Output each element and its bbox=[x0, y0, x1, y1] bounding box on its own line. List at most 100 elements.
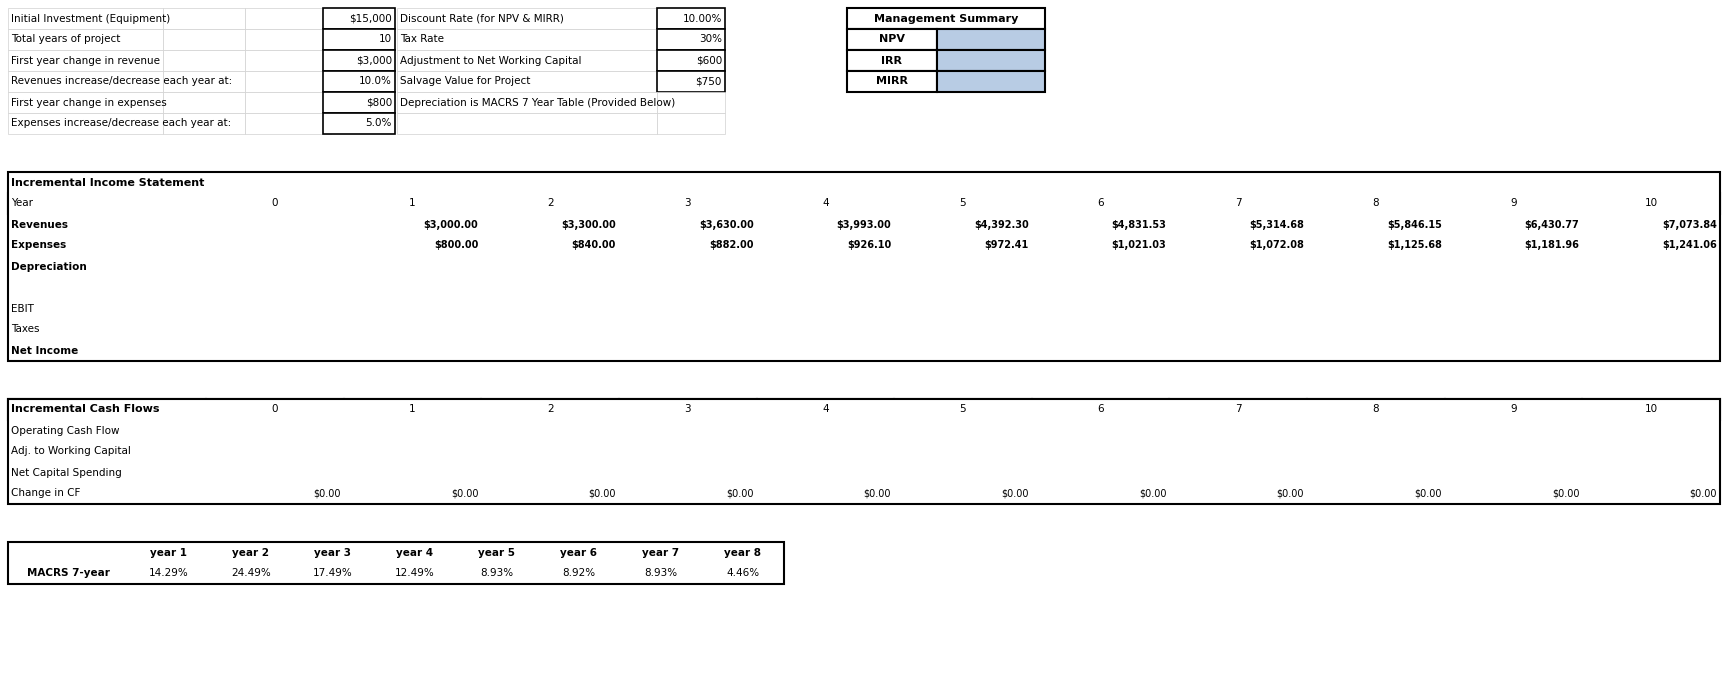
Bar bbox=[1445, 462, 1583, 483]
Text: year 7: year 7 bbox=[643, 547, 679, 558]
Bar bbox=[206, 214, 344, 235]
Bar bbox=[245, 8, 332, 29]
Bar bbox=[1170, 441, 1306, 462]
Bar bbox=[9, 399, 1719, 504]
Bar bbox=[1445, 256, 1583, 277]
Bar bbox=[206, 399, 344, 420]
Text: $6,430.77: $6,430.77 bbox=[1524, 219, 1579, 230]
Bar bbox=[1583, 298, 1719, 319]
Bar bbox=[206, 298, 344, 319]
Bar bbox=[373, 542, 456, 563]
Text: $0.00: $0.00 bbox=[1690, 489, 1718, 498]
Bar bbox=[397, 29, 657, 50]
Bar bbox=[206, 420, 344, 441]
Text: $0.00: $0.00 bbox=[589, 489, 615, 498]
Bar bbox=[1445, 441, 1583, 462]
Bar bbox=[1032, 277, 1170, 298]
Bar bbox=[397, 8, 657, 29]
Bar bbox=[344, 399, 482, 420]
Bar bbox=[937, 50, 1045, 71]
Text: 10: 10 bbox=[1645, 199, 1657, 208]
Text: $0.00: $0.00 bbox=[1139, 489, 1166, 498]
Bar bbox=[1032, 441, 1170, 462]
Bar bbox=[619, 462, 757, 483]
Text: year 5: year 5 bbox=[479, 547, 515, 558]
Bar bbox=[619, 399, 757, 420]
Text: $4,831.53: $4,831.53 bbox=[1111, 219, 1166, 230]
Bar bbox=[292, 542, 373, 563]
Bar bbox=[893, 340, 1032, 361]
Bar bbox=[893, 319, 1032, 340]
Text: 6: 6 bbox=[1097, 404, 1104, 415]
Bar bbox=[1306, 441, 1445, 462]
Bar bbox=[893, 298, 1032, 319]
Bar bbox=[1306, 256, 1445, 277]
Bar bbox=[1445, 298, 1583, 319]
Bar bbox=[1445, 420, 1583, 441]
Bar bbox=[456, 542, 537, 563]
Bar bbox=[9, 399, 206, 420]
Bar bbox=[482, 277, 619, 298]
Bar bbox=[1032, 340, 1170, 361]
Text: Management Summary: Management Summary bbox=[874, 14, 1018, 23]
Bar bbox=[1583, 214, 1719, 235]
Text: 8.93%: 8.93% bbox=[645, 569, 677, 578]
Text: 4.46%: 4.46% bbox=[726, 569, 760, 578]
Bar bbox=[757, 483, 893, 504]
Text: MACRS 7-year: MACRS 7-year bbox=[26, 569, 109, 578]
Bar bbox=[344, 462, 482, 483]
Bar bbox=[344, 298, 482, 319]
Text: 5: 5 bbox=[959, 404, 966, 415]
Text: 8: 8 bbox=[1372, 404, 1379, 415]
Text: 2: 2 bbox=[546, 404, 553, 415]
Bar bbox=[162, 50, 245, 71]
Text: Net Capital Spending: Net Capital Spending bbox=[10, 468, 121, 477]
Bar bbox=[657, 50, 726, 71]
Bar bbox=[206, 319, 344, 340]
Bar bbox=[245, 92, 332, 113]
Text: $1,125.68: $1,125.68 bbox=[1388, 241, 1441, 250]
Text: 3: 3 bbox=[684, 199, 691, 208]
Bar bbox=[1306, 462, 1445, 483]
Text: Net Income: Net Income bbox=[10, 346, 78, 355]
Bar bbox=[482, 235, 619, 256]
Bar bbox=[1170, 256, 1306, 277]
Text: $1,181.96: $1,181.96 bbox=[1524, 241, 1579, 250]
Bar bbox=[206, 340, 344, 361]
Text: 14.29%: 14.29% bbox=[149, 569, 188, 578]
Bar bbox=[757, 193, 893, 214]
Bar bbox=[162, 113, 245, 134]
Bar bbox=[206, 193, 344, 214]
Bar bbox=[9, 319, 206, 340]
Text: Change in CF: Change in CF bbox=[10, 489, 81, 498]
Bar bbox=[245, 113, 332, 134]
Bar bbox=[757, 441, 893, 462]
Bar bbox=[482, 441, 619, 462]
Bar bbox=[893, 193, 1032, 214]
Bar bbox=[657, 8, 726, 29]
Bar bbox=[1032, 298, 1170, 319]
Text: $7,073.84: $7,073.84 bbox=[1662, 219, 1718, 230]
Bar bbox=[893, 483, 1032, 504]
Bar bbox=[619, 277, 757, 298]
Bar bbox=[1170, 214, 1306, 235]
Bar bbox=[702, 563, 785, 584]
Bar bbox=[9, 277, 206, 298]
Bar bbox=[1583, 256, 1719, 277]
Text: year 4: year 4 bbox=[396, 547, 434, 558]
Bar bbox=[482, 420, 619, 441]
Bar bbox=[702, 542, 785, 563]
Bar bbox=[1170, 319, 1306, 340]
Text: 6: 6 bbox=[1097, 199, 1104, 208]
Bar bbox=[1445, 319, 1583, 340]
Text: 9: 9 bbox=[1510, 404, 1517, 415]
Bar bbox=[206, 483, 344, 504]
Bar bbox=[1583, 399, 1719, 420]
Bar bbox=[1306, 399, 1445, 420]
Bar bbox=[1032, 483, 1170, 504]
Bar bbox=[619, 235, 757, 256]
Bar bbox=[344, 441, 482, 462]
Text: $3,630.00: $3,630.00 bbox=[698, 219, 753, 230]
Bar bbox=[397, 113, 657, 134]
Text: $3,300.00: $3,300.00 bbox=[562, 219, 615, 230]
